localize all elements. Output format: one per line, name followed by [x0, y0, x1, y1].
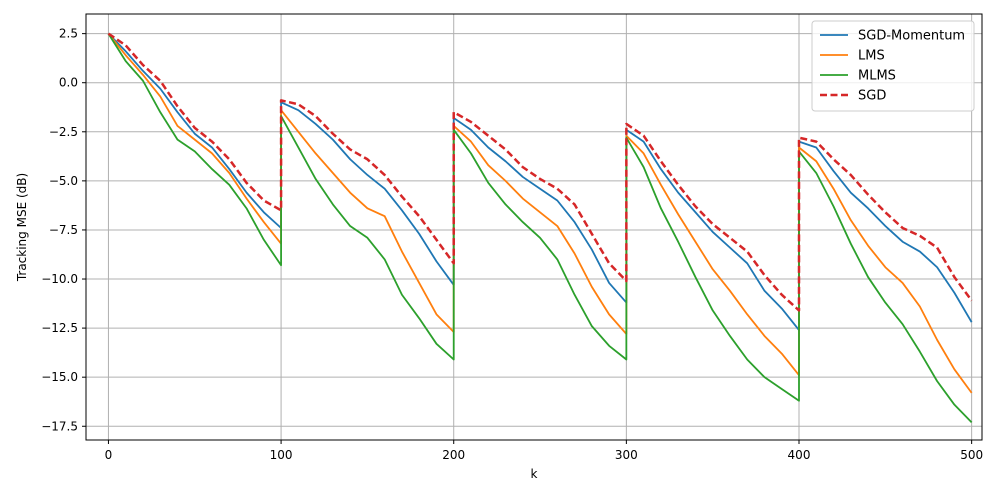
plot-frame	[85, 13, 983, 441]
x-tick-label: 400	[788, 448, 811, 462]
y-tick-label: −7.5	[49, 223, 78, 237]
legend-label: SGD-Momentum	[858, 29, 965, 44]
series-line-sgd-momentum	[107, 33, 973, 331]
series-line-mlms	[107, 33, 973, 423]
y-tick-label: 2.5	[59, 27, 78, 41]
axis-ticks: 0 100 200 300 400 500 2.5 0.0 −2.5 −5.0 −7.5 −10.0 −…	[41, 27, 983, 462]
legend: SGD-Momentum LMS MLMS SGD	[811, 20, 975, 112]
y-tick-label: −12.5	[41, 321, 78, 335]
y-tick-label: −17.5	[41, 419, 78, 433]
legend-label: LMS	[858, 49, 885, 64]
y-tick-label: −15.0	[41, 370, 78, 384]
x-tick-label: 200	[442, 448, 465, 462]
series-line-sgd	[107, 32, 973, 312]
y-tick-label: 0.0	[59, 76, 78, 90]
series-line-lms	[107, 33, 973, 394]
grid	[86, 14, 982, 440]
legend-box	[811, 20, 975, 112]
y-tick-label: −5.0	[49, 174, 78, 188]
series-lines	[107, 32, 973, 423]
y-tick-label: −10.0	[41, 272, 78, 286]
legend-label: MLMS	[858, 69, 896, 84]
x-tick-label: 500	[960, 448, 983, 462]
x-tick-label: 100	[270, 448, 293, 462]
y-axis-label: Tracking MSE (dB)	[15, 173, 29, 282]
x-tick-label: 300	[615, 448, 638, 462]
legend-label: SGD	[858, 89, 886, 104]
x-tick-label: 0	[105, 448, 113, 462]
y-tick-label: −2.5	[49, 125, 78, 139]
x-axis-label: k	[531, 467, 538, 481]
